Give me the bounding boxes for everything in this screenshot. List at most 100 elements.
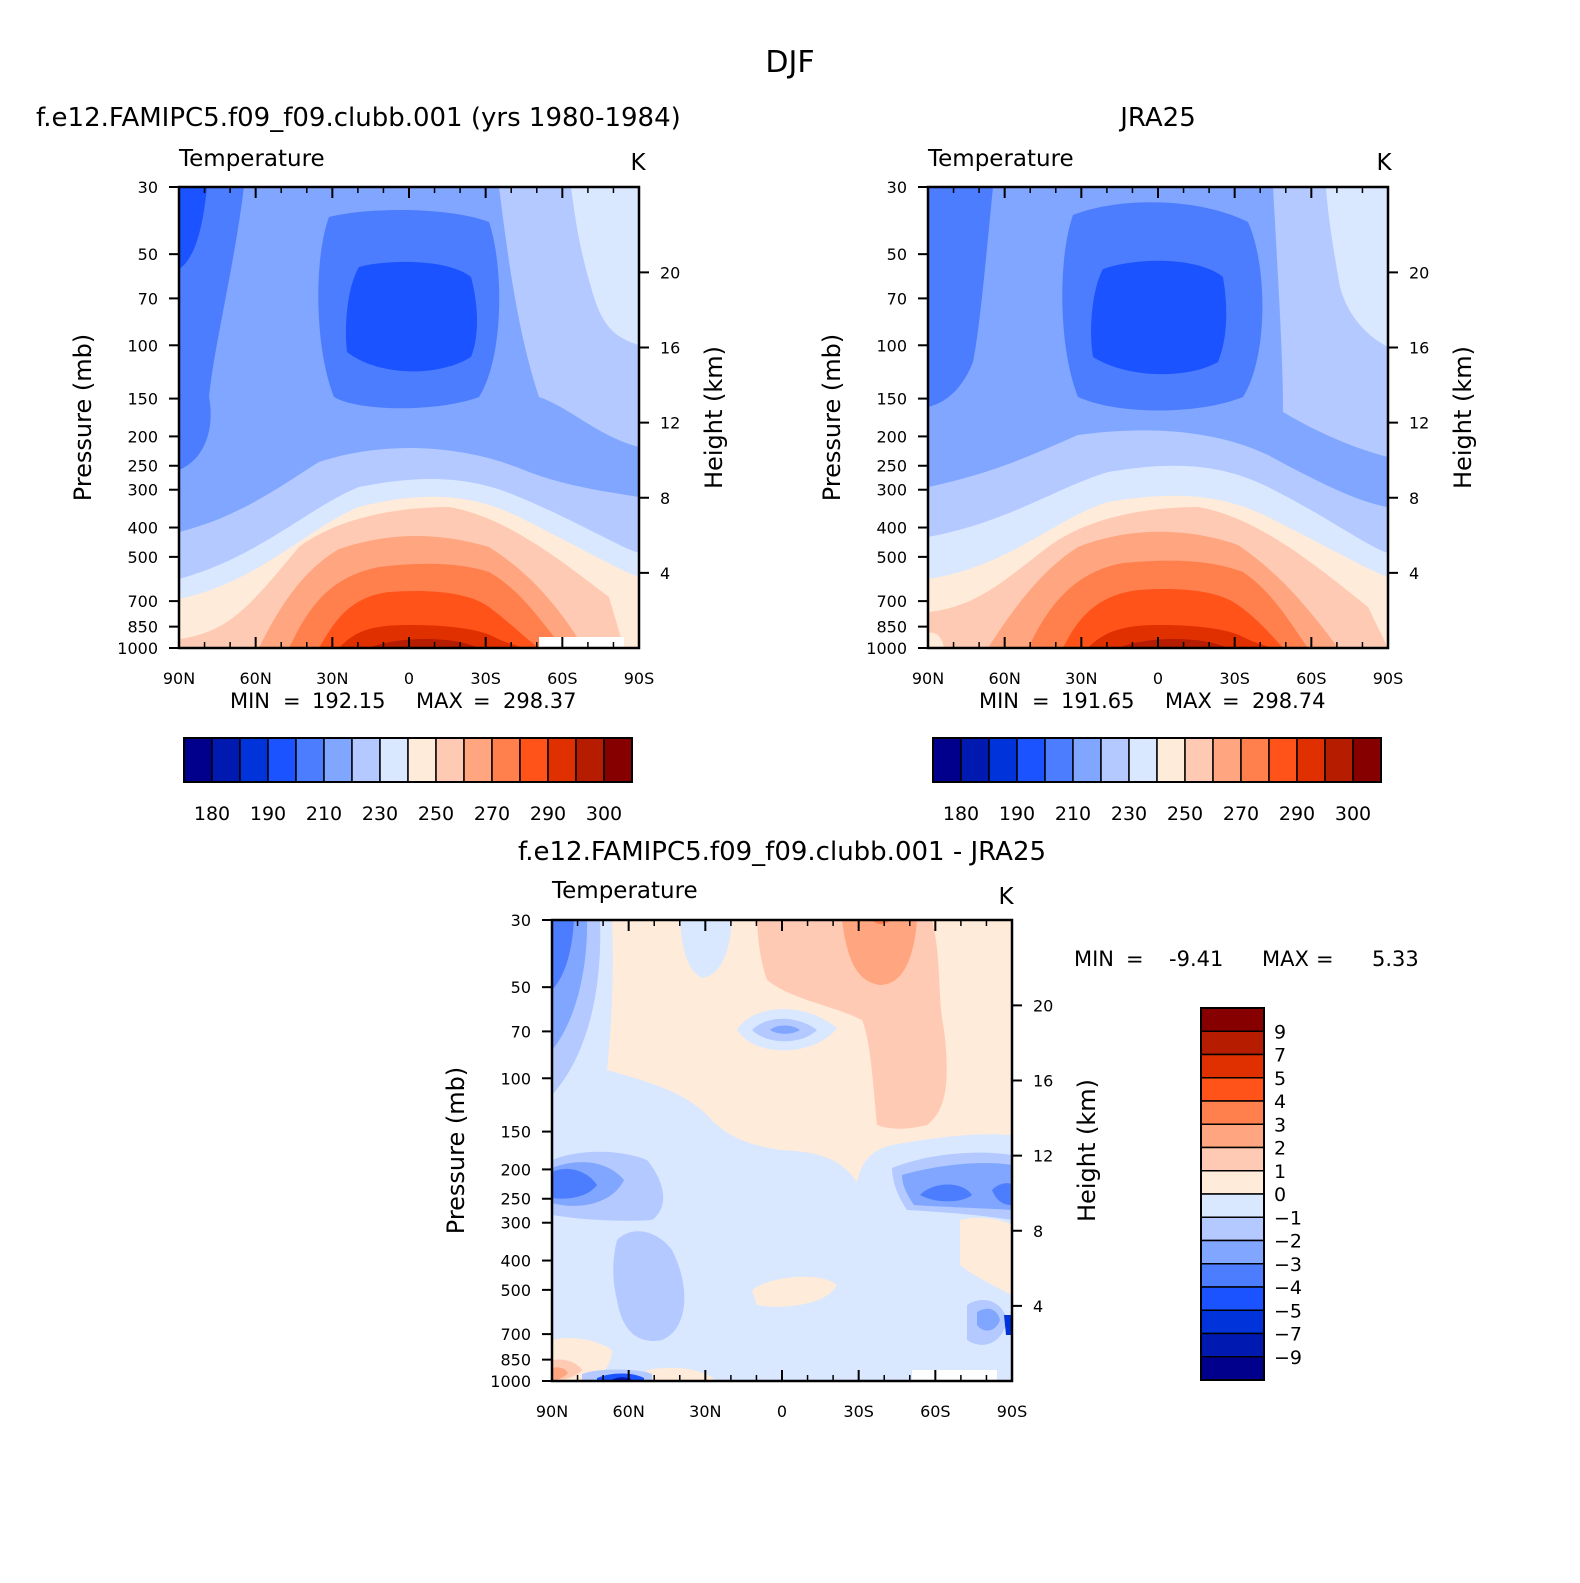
colorbar-swatch <box>575 737 605 783</box>
min-value-model: 192.15 <box>312 689 385 713</box>
y2-tick-label: 8 <box>1033 1222 1043 1241</box>
y-tick-label: 50 <box>887 245 907 264</box>
fill-minus5-to-minus4-bottom-strip <box>597 1373 644 1381</box>
y-tick-label: 150 <box>127 390 158 409</box>
x-tick-label: 90S <box>624 669 655 688</box>
colorbar-label: −2 <box>1274 1231 1302 1253</box>
x-tick-label: 60S <box>1296 669 1327 688</box>
x-tick-label: 60N <box>989 669 1021 688</box>
min-value-diff: -9.41 <box>1169 947 1223 971</box>
colorbar-label: 1 <box>1274 1161 1286 1183</box>
fill-0-to-1-bottom-mid <box>647 1367 717 1381</box>
plot-area-diff <box>552 920 1012 1381</box>
colorbar-swatch <box>323 737 353 783</box>
max-label-diff: MAX <box>1262 947 1309 971</box>
colorbar-swatch <box>351 737 381 783</box>
equals-diff-max: = <box>1316 947 1334 971</box>
fill-2-to-3-upper-east <box>842 920 917 985</box>
y-tick-label: 300 <box>127 481 158 500</box>
colorbar-swatch <box>988 737 1018 783</box>
colorbar-swatch <box>1200 1077 1265 1102</box>
equals-obs-min: = <box>1032 689 1050 713</box>
y-tick-label: 200 <box>876 427 907 446</box>
x-tick-label: 30S <box>1219 669 1250 688</box>
y-tick-label: 30 <box>887 178 907 197</box>
x-tick-label: 30N <box>1065 669 1097 688</box>
y2-tick-label: 12 <box>660 414 680 433</box>
fill-295 <box>1118 639 1228 648</box>
colorbar-label: 210 <box>1055 803 1091 825</box>
y-tick-label: 1000 <box>117 639 158 658</box>
x-tick-label: 0 <box>777 1402 787 1421</box>
colorbar-swatch <box>1128 737 1158 783</box>
fill-190-tropical-core <box>345 261 477 372</box>
colorbar-swatch <box>1016 737 1046 783</box>
y-tick-label: 250 <box>876 457 907 476</box>
colorbar-swatch <box>379 737 409 783</box>
plot-area-obs <box>928 187 1388 648</box>
panel-title-obs: JRA25 <box>1118 103 1196 133</box>
y-tick-label: 150 <box>876 390 907 409</box>
fill-210-right-blob <box>569 449 639 495</box>
min-label-model: MIN <box>230 689 270 713</box>
equals-diff-min: = <box>1126 947 1144 971</box>
panel-units-diff: K <box>998 884 1014 910</box>
y-tick-label: 850 <box>127 618 158 637</box>
y-tick-label: 400 <box>500 1252 531 1271</box>
colorbar-swatch <box>1200 1170 1265 1195</box>
colorbar-label: −7 <box>1274 1324 1302 1346</box>
x-tick-label: 60N <box>240 669 272 688</box>
figure-title: DJF <box>765 45 814 80</box>
panel-left-label-diff: Temperature <box>551 878 698 904</box>
colorbar-label: 3 <box>1274 1114 1286 1136</box>
fill-190-tropical-core <box>1091 260 1227 375</box>
x-tick-label: 30N <box>689 1402 721 1421</box>
colorbar-label: −1 <box>1274 1207 1302 1229</box>
colorbar-swatch <box>1100 737 1130 783</box>
fill-295 <box>369 639 479 648</box>
colorbar-swatch <box>1156 737 1186 783</box>
x-tick-label: 90S <box>997 1402 1028 1421</box>
plot-area-model <box>179 187 639 648</box>
y2-tick-label: 16 <box>1409 339 1429 358</box>
colorbar-label: 2 <box>1274 1138 1286 1160</box>
y-tick-label: 50 <box>511 978 531 997</box>
y2-tick-label: 12 <box>1409 414 1429 433</box>
colorbar-label: −4 <box>1274 1277 1302 1299</box>
colorbar-swatch <box>1268 737 1298 783</box>
colorbar-swatch <box>1200 1030 1265 1056</box>
fill-230 <box>1326 187 1388 347</box>
colorbar-label: −3 <box>1274 1254 1302 1276</box>
y2-tick-label: 8 <box>1409 489 1419 508</box>
colorbar-swatch <box>239 737 269 783</box>
fill-240-corner <box>928 632 944 648</box>
colorbar-swatch <box>1200 1146 1265 1172</box>
y-tick-label: 850 <box>876 618 907 637</box>
fill-290 <box>339 625 524 648</box>
fill-minus4-to-minus3-west <box>552 920 574 990</box>
colorbar-label: −5 <box>1274 1300 1302 1322</box>
colorbar-swatch <box>183 737 213 783</box>
fill-2-to-3-bottom-west <box>552 1367 568 1380</box>
x-tick-label: 30S <box>470 669 501 688</box>
colorbar-model: 180 190 210 230 250 270 290 300 <box>183 737 633 825</box>
colorbar-label: 250 <box>418 803 454 825</box>
colorbar-label: 300 <box>586 803 622 825</box>
colorbar-label: 7 <box>1274 1045 1286 1067</box>
colorbar-frame <box>183 737 633 783</box>
y2-tick-label: 16 <box>1033 1072 1053 1091</box>
colorbar-frame <box>932 737 1382 783</box>
contour-field-model <box>179 187 639 648</box>
min-value-obs: 191.65 <box>1061 689 1134 713</box>
colorbar-obs: 180 190 210 230 250 270 290 300 <box>932 737 1382 825</box>
colorbar-label: 230 <box>362 803 398 825</box>
y2-tick-label: 8 <box>660 489 670 508</box>
colorbar-label: 180 <box>194 803 230 825</box>
y-tick-label: 700 <box>876 592 907 611</box>
colorbar-label: 300 <box>1335 803 1371 825</box>
y-tick-label: 50 <box>138 245 158 264</box>
y-axis-title: Pressure (mb) <box>818 334 846 501</box>
panel-units-model: K <box>630 150 646 176</box>
x-tick-label: 30N <box>316 669 348 688</box>
